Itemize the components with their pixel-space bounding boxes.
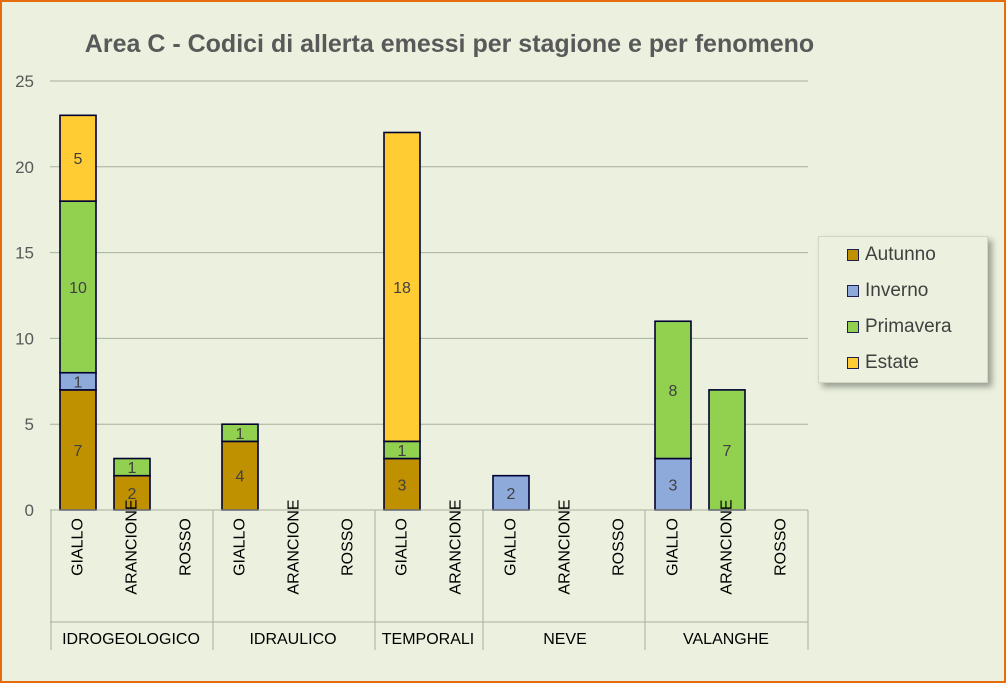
legend-item: Inverno: [847, 279, 928, 303]
legend-swatch: [847, 249, 859, 261]
x-group-label: IDRAULICO: [249, 631, 336, 648]
x-category-label: GIALLO: [70, 518, 87, 576]
x-category-label: GIALLO: [232, 518, 249, 576]
data-label: 1: [128, 460, 137, 477]
chart-legend: Autunno Inverno Primavera Estate: [818, 236, 988, 383]
x-group-label: IDROGEOLOGICO: [62, 631, 200, 648]
x-category-label: GIALLO: [665, 518, 682, 576]
x-category-label: ARANCIONE: [719, 499, 736, 594]
x-category-label: ROSSO: [611, 518, 628, 576]
x-category-label: ROSSO: [178, 518, 195, 576]
data-label: 3: [669, 477, 678, 494]
legend-item: Autunno: [847, 243, 936, 267]
y-tick-label: 20: [15, 158, 34, 177]
x-group-label: VALANGHE: [683, 631, 769, 648]
data-label: 10: [69, 280, 87, 297]
legend-swatch: [847, 285, 859, 297]
x-category-label: ARANCIONE: [124, 499, 141, 594]
y-tick-label: 10: [15, 329, 34, 348]
y-tick-label: 0: [25, 501, 34, 520]
bar-segment-primavera: [221, 423, 259, 443]
bar-segment-estate: [383, 131, 421, 443]
y-tick-label: 25: [15, 72, 34, 91]
bar-segment-estate: [59, 114, 97, 202]
x-category-label: GIALLO: [394, 518, 411, 576]
data-label: 7: [74, 443, 83, 460]
bar-segment-primavera: [708, 389, 746, 511]
legend-label: Estate: [865, 352, 919, 373]
bar-segment-primavera: [654, 320, 692, 460]
data-label: 8: [669, 383, 678, 400]
y-tick-label: 5: [25, 415, 34, 434]
x-category-label: ARANCIONE: [448, 499, 465, 594]
legend-item: Primavera: [847, 315, 952, 339]
bar-segment-autunno: [113, 474, 151, 511]
data-label: 5: [74, 151, 83, 168]
data-label: 2: [128, 486, 137, 503]
x-group-label: NEVE: [543, 631, 587, 648]
legend-label: Inverno: [865, 280, 929, 301]
data-label: 1: [236, 426, 245, 443]
chart-title: Area C - Codici di allerta emessi per st…: [84, 30, 815, 58]
legend-swatch: [847, 321, 859, 333]
y-tick-label: 15: [15, 244, 34, 263]
x-category-label: ARANCIONE: [286, 499, 303, 594]
data-label: 1: [398, 443, 407, 460]
data-label: 18: [393, 280, 411, 297]
legend-label: Primavera: [865, 316, 952, 337]
data-label: 4: [236, 469, 245, 486]
legend-item: Estate: [847, 351, 919, 375]
data-label: 7: [723, 443, 732, 460]
x-category-label: ROSSO: [340, 518, 357, 576]
x-category-label: ROSSO: [773, 518, 790, 576]
x-category-label: ARANCIONE: [557, 499, 574, 594]
data-label: 2: [507, 486, 516, 503]
x-category-label: GIALLO: [503, 518, 520, 576]
bar-segment-autunno: [59, 389, 97, 511]
legend-swatch: [847, 357, 859, 369]
legend-label: Autunno: [865, 244, 936, 265]
bar-segment-primavera: [113, 457, 151, 477]
data-label: 1: [74, 374, 83, 391]
data-label: 3: [398, 477, 407, 494]
bar-segment-primavera: [59, 200, 97, 374]
x-group-label: TEMPORALI: [382, 631, 474, 648]
